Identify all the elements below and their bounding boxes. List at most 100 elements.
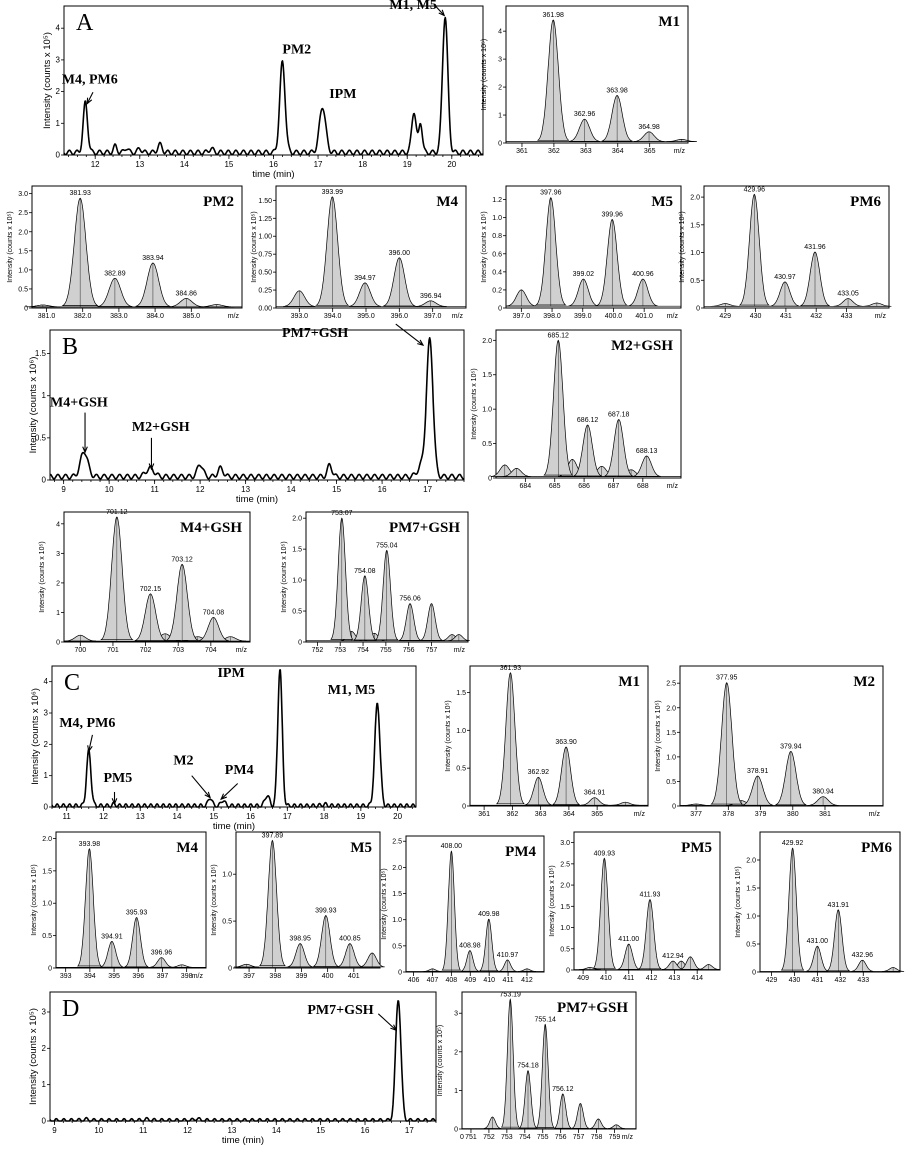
chart-svg: 0.00 0.25 0.50 0.75 1.00 1.25 1.50 393.0 394.0 39… — [251, 185, 467, 320]
x-tick-label: 759 — [609, 1134, 621, 1141]
x-tick-label: 703 — [172, 647, 184, 654]
x-tick-label: 9 — [52, 1126, 57, 1135]
x-tick-label: 18 — [358, 160, 367, 169]
chart-svg: 0 0.2 0.4 0.6 0.8 1.0 1.2 397.0 398.0 399.0 400.0 4… — [481, 185, 682, 320]
y-tick-label: 0.5 — [42, 933, 52, 940]
x-tick-label: 9 — [61, 485, 66, 494]
plot-frame — [63, 511, 251, 643]
x-tick-label: 19 — [356, 812, 365, 821]
x-tick-label: 11 — [63, 812, 72, 821]
y-axis-label: Intensity (counts x 10⁶) — [28, 357, 39, 454]
chart-svg: 0 0.5 1.0 1.5 2.0 2.5 377 378 379 380 381 m/z Intens… — [655, 665, 884, 818]
y-tick-label: 1.5 — [18, 248, 28, 255]
peak-mz-label: 432.96 — [852, 952, 874, 959]
peak-mz-label: 685.12 — [548, 332, 570, 339]
chart-panel-C-PM4: 0 0.5 1.0 1.5 2.0 2.5 406 407 408 409 410 411 412 Int… — [380, 834, 548, 988]
x-tick-label: 684 — [520, 483, 532, 490]
y-tick-label: 1 — [454, 1088, 458, 1095]
y-tick-label: 0 — [24, 306, 28, 313]
peak-mz-label: 399.02 — [573, 271, 595, 278]
chart-panel-C-chrom: 0 1 2 3 4 11 12 13 14 15 16 17 18 19 20 Intensity (coun… — [30, 664, 420, 832]
y-tick-label: 0 — [44, 803, 49, 812]
x-tick-label: 381.0 — [38, 313, 56, 320]
peak-mz-label: 408.00 — [441, 843, 463, 850]
peak-mz-label: 704.08 — [203, 609, 225, 616]
peak-annotation: PM7+GSH — [282, 326, 348, 341]
y-tick-label: 0 — [398, 970, 402, 977]
peak-mz-label: 409.98 — [478, 911, 500, 918]
x-tick-label: 753 — [334, 647, 346, 654]
peak-mz-label: 703.12 — [171, 556, 193, 563]
y-tick-label: 0 — [42, 476, 47, 485]
y-axis-label: Intensity (counts x 10⁵) — [31, 864, 38, 935]
x-tick-label: 17 — [283, 812, 292, 821]
x-tick-label: 393 — [60, 973, 72, 980]
x-axis-label: time (min) — [236, 494, 278, 505]
y-axis-label: Intensity (counts x 10⁵) — [481, 39, 488, 110]
x-tick-label: 12 — [99, 812, 108, 821]
peak-mz-label: 397.96 — [540, 190, 562, 197]
x-tick-label: 429 — [719, 313, 731, 320]
y-tick-label: 1.0 — [666, 754, 676, 761]
peak-mz-label: 396.96 — [151, 950, 173, 957]
peak-mz-label: 410.97 — [497, 952, 519, 959]
arrow-head — [82, 446, 88, 454]
x-unit-label: m/z — [192, 973, 204, 980]
y-tick-label: 1.0 — [482, 407, 492, 414]
chart-svg: 0 0.5 1.0 1.5 2.0 393 394 395 396 397 398 m/z Intens… — [31, 831, 207, 980]
arrow-head — [438, 9, 446, 17]
x-tick-label: 409 — [464, 977, 476, 984]
peak-mz-label: 363.90 — [555, 739, 577, 746]
x-tick-label: 10 — [105, 485, 114, 494]
chart-panel-C-M1: 0 0.5 1.0 1.5 361 362 363 364 365 m/z Intensity (c… — [444, 664, 652, 822]
peak-mz-label: 688.13 — [636, 448, 658, 455]
x-axis-label: time (min) — [252, 169, 294, 180]
chart-panel-C-M2: 0 0.5 1.0 1.5 2.0 2.5 377 378 379 380 381 m/z Intens… — [654, 664, 887, 822]
x-tick-label: 399.0 — [574, 313, 592, 320]
peak-mz-label: 363.98 — [606, 87, 628, 94]
y-tick-label: 2 — [42, 1044, 47, 1053]
y-tick-label: 1 — [56, 119, 61, 128]
plot-frame — [703, 185, 890, 309]
x-tick-label: 396 — [132, 973, 144, 980]
x-tick-label: 685 — [549, 483, 561, 490]
y-tick-label: 1.25 — [258, 216, 272, 223]
x-tick-label: 431 — [812, 977, 824, 984]
plot-frame — [759, 831, 901, 973]
y-tick-label: 0.5 — [746, 942, 756, 949]
plot-frame — [235, 831, 381, 969]
y-tick-label: 0 — [498, 306, 502, 313]
peak-mz-label: 430.97 — [774, 274, 796, 281]
x-tick-label: 411 — [502, 977, 513, 984]
arrow-head — [148, 463, 155, 471]
y-tick-label: 0.6 — [492, 251, 502, 258]
y-tick-label: 0 — [56, 640, 60, 647]
arrow-head — [204, 791, 212, 799]
peak-mz-label: 753.07 — [331, 510, 353, 517]
x-tick-label: 17 — [405, 1126, 414, 1135]
peak-mz-label: 687.18 — [608, 411, 630, 418]
y-tick-label: 0 — [672, 804, 676, 811]
y-tick-label: 1 — [44, 771, 49, 780]
x-tick-label: 13 — [136, 812, 145, 821]
peak-mz-label: 394.91 — [101, 933, 123, 940]
x-tick-label: 13 — [135, 160, 144, 169]
y-axis-label: Intensity (counts x 10⁵) — [679, 211, 686, 282]
x-tick-label: 433 — [857, 977, 869, 984]
y-axis-label: Intensity (counts x 10⁵) — [381, 868, 388, 939]
chart-panel-C-PM6: 0 0.5 1.0 1.5 2.0 429 430 431 432 433 Intensity (c… — [734, 830, 905, 988]
y-axis-label: Intensity (counts x 10⁵) — [42, 32, 53, 129]
y-tick-label: 0 — [228, 966, 232, 973]
chart-panel-A-PM6: 0 0.5 1.0 1.5 2.0 429 430 431 432 433 m/z Intensity… — [678, 184, 893, 324]
chart-svg: 0 0.5 1.0 1.5 2.0 684 685 686 687 688 m/z Intensity… — [471, 329, 682, 490]
x-tick-label: 380 — [787, 811, 799, 818]
chart-svg: 0 1 2 3 4 700 701 702 703 704 m/z Intensity (counts… — [39, 509, 251, 654]
plot-frame — [495, 329, 682, 479]
peak-mz-label: 380.94 — [812, 789, 834, 796]
x-tick-label: 412 — [646, 975, 658, 982]
y-axis-label: Intensity (counts x 10⁵) — [655, 700, 662, 771]
peak-mz-label: 756.12 — [552, 1086, 574, 1093]
annotation-arrow — [220, 783, 239, 800]
x-tick-label: 15 — [332, 485, 341, 494]
annotation-arrow — [395, 323, 424, 346]
